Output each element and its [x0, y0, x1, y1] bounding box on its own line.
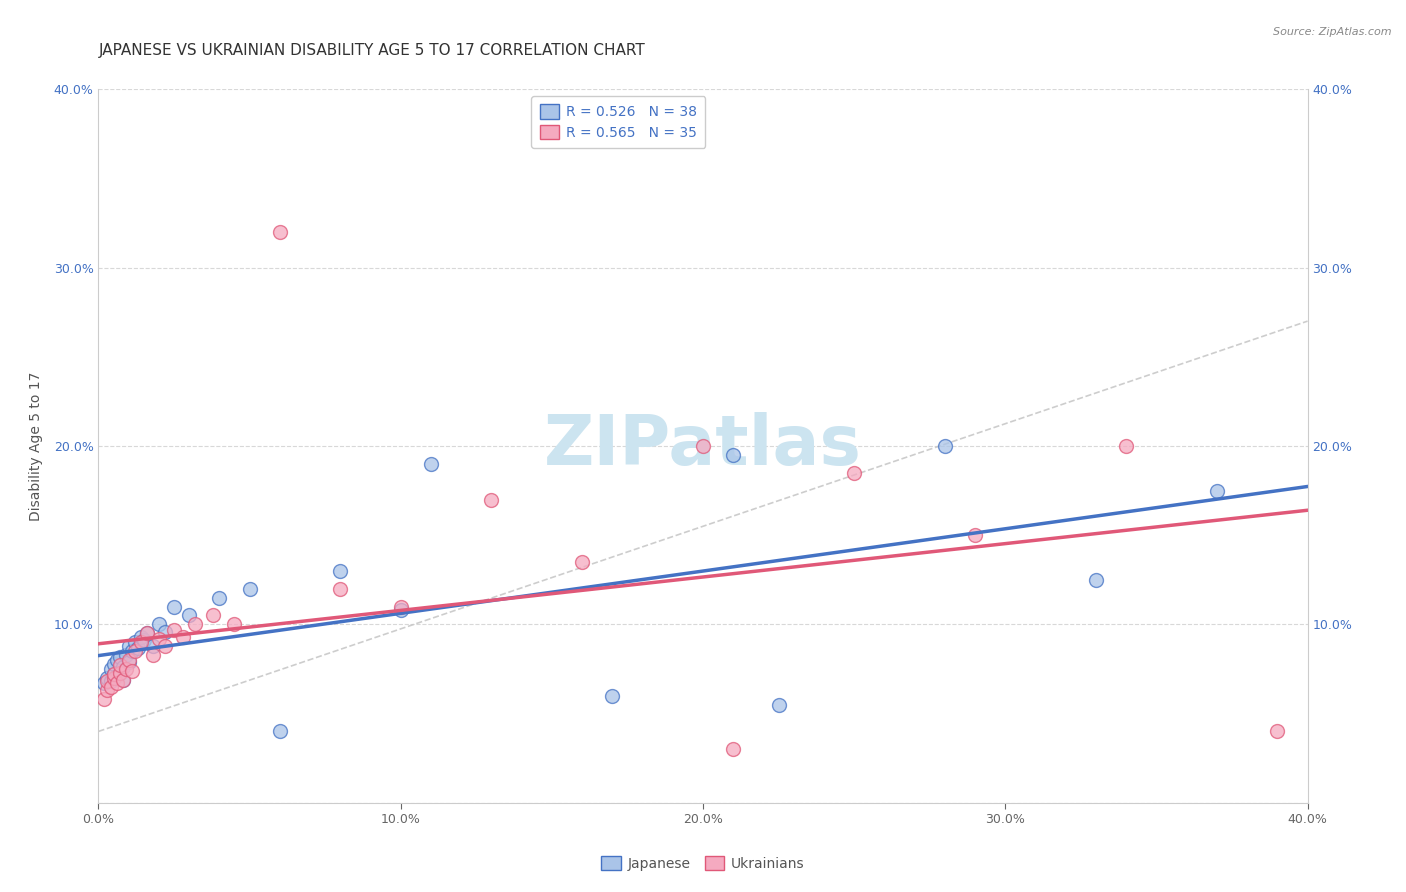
Legend: Japanese, Ukrainians: Japanese, Ukrainians: [596, 850, 810, 876]
Point: [269, 225, 291, 239]
Point: [108, 665, 131, 680]
Point: [135, 626, 157, 640]
Point: [208, 591, 231, 605]
Point: [93, 676, 115, 690]
Point: [111, 673, 134, 687]
Point: [105, 669, 128, 683]
Point: [103, 667, 125, 681]
Text: Source: ZipAtlas.com: Source: ZipAtlas.com: [1274, 27, 1392, 37]
Point: [269, 724, 291, 739]
Point: [389, 599, 412, 614]
Legend: R = 0.526   N = 38, R = 0.565   N = 35: R = 0.526 N = 38, R = 0.565 N = 35: [531, 96, 706, 148]
Point: [96, 683, 118, 698]
Point: [239, 582, 262, 596]
Point: [124, 644, 146, 658]
Point: [389, 603, 412, 617]
Point: [93, 692, 115, 706]
Point: [1085, 573, 1108, 587]
Point: [100, 680, 122, 694]
Point: [114, 648, 136, 662]
Point: [163, 623, 186, 637]
Point: [129, 630, 152, 644]
Point: [103, 671, 125, 685]
Point: [179, 608, 201, 623]
Point: [103, 667, 125, 681]
Point: [202, 608, 225, 623]
Point: [111, 673, 134, 687]
Point: [965, 528, 987, 542]
Point: [127, 640, 149, 655]
Point: [118, 639, 141, 653]
Point: [121, 664, 143, 678]
Point: [118, 655, 141, 669]
Point: [108, 649, 131, 664]
Point: [481, 492, 503, 507]
Point: [768, 698, 790, 712]
Point: [163, 599, 186, 614]
Point: [184, 617, 207, 632]
Point: [148, 617, 170, 632]
Point: [571, 555, 593, 569]
Point: [100, 662, 122, 676]
Text: ZIPatlas: ZIPatlas: [544, 412, 862, 480]
Point: [934, 439, 956, 453]
Point: [723, 448, 745, 462]
Point: [148, 632, 170, 646]
Y-axis label: Disability Age 5 to 17: Disability Age 5 to 17: [28, 371, 42, 521]
Point: [1115, 439, 1137, 453]
Point: [602, 689, 624, 703]
Point: [329, 564, 352, 578]
Point: [121, 644, 143, 658]
Point: [124, 635, 146, 649]
Point: [96, 674, 118, 689]
Point: [692, 439, 714, 453]
Point: [844, 466, 866, 480]
Point: [153, 639, 176, 653]
Point: [153, 624, 176, 639]
Point: [96, 671, 118, 685]
Point: [1267, 724, 1289, 739]
Point: [108, 665, 131, 680]
Point: [723, 742, 745, 756]
Point: [172, 630, 194, 644]
Point: [105, 653, 128, 667]
Point: [329, 582, 352, 596]
Point: [132, 633, 155, 648]
Point: [142, 648, 165, 662]
Point: [142, 639, 165, 653]
Point: [103, 657, 125, 671]
Point: [118, 653, 141, 667]
Point: [224, 617, 246, 632]
Point: [111, 660, 134, 674]
Point: [108, 658, 131, 673]
Point: [105, 676, 128, 690]
Point: [114, 662, 136, 676]
Point: [1206, 483, 1229, 498]
Point: [100, 674, 122, 689]
Point: [129, 635, 152, 649]
Point: [135, 626, 157, 640]
Text: JAPANESE VS UKRAINIAN DISABILITY AGE 5 TO 17 CORRELATION CHART: JAPANESE VS UKRAINIAN DISABILITY AGE 5 T…: [98, 43, 645, 58]
Point: [420, 457, 443, 471]
